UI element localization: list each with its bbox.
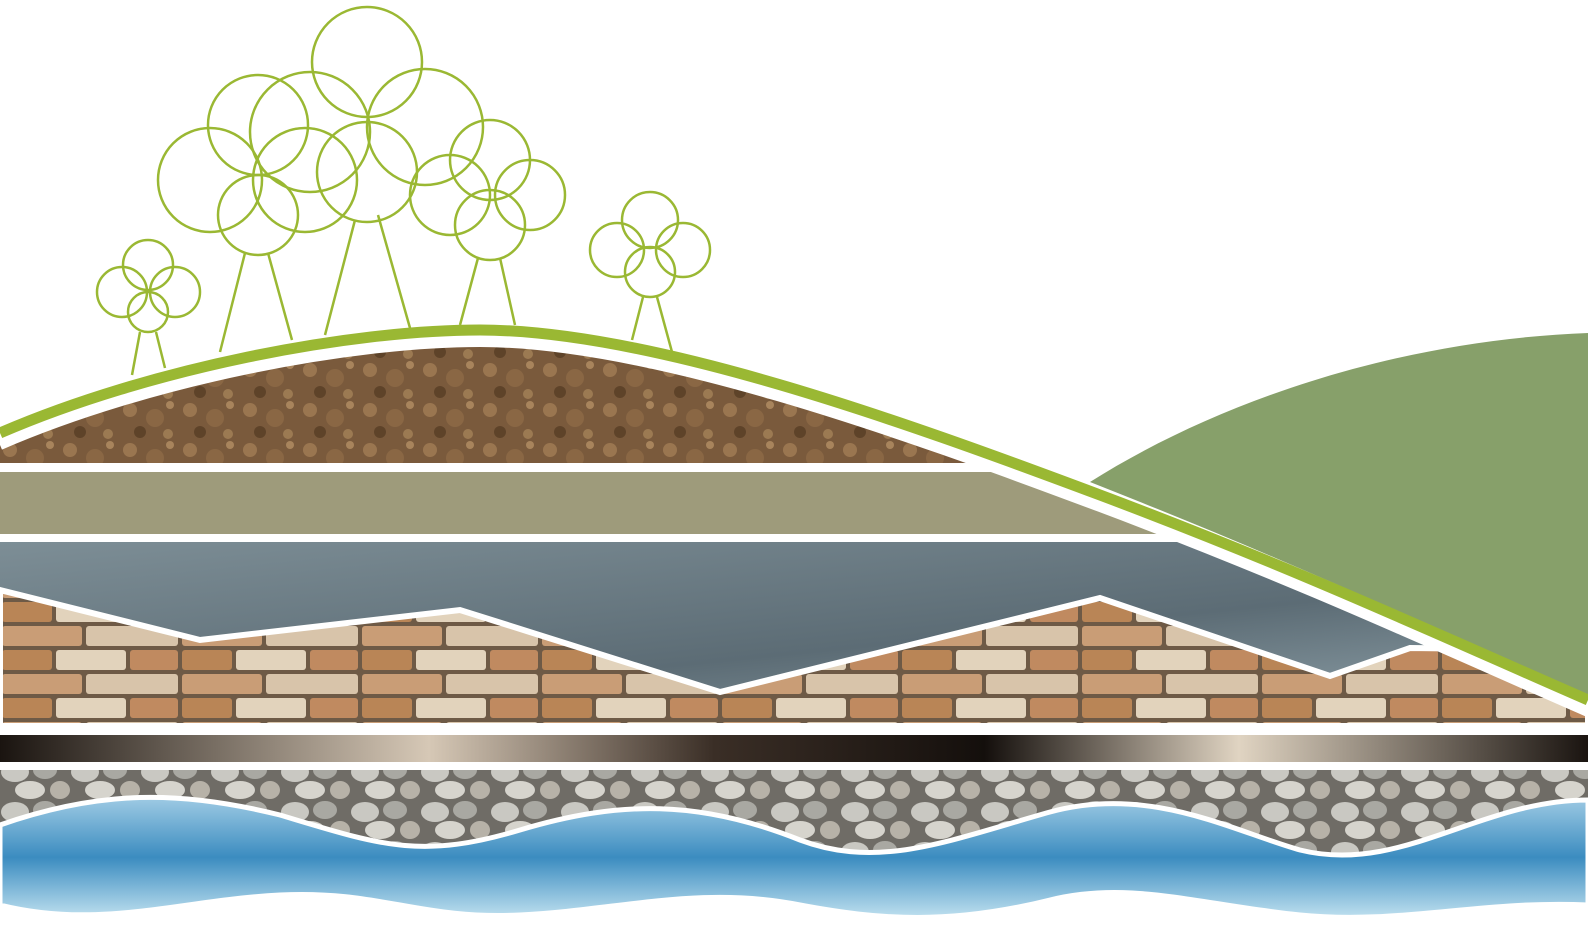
layers — [0, 342, 1588, 870]
tree — [408, 118, 567, 326]
membrane — [0, 735, 1588, 762]
tree — [156, 73, 359, 353]
hill — [1090, 333, 1588, 700]
stone-wall — [0, 586, 1588, 729]
tree — [95, 238, 202, 376]
tree — [588, 190, 712, 353]
grass-line — [0, 324, 1588, 706]
trees — [95, 5, 712, 376]
ground-edge — [0, 336, 1588, 717]
tree — [248, 5, 485, 336]
